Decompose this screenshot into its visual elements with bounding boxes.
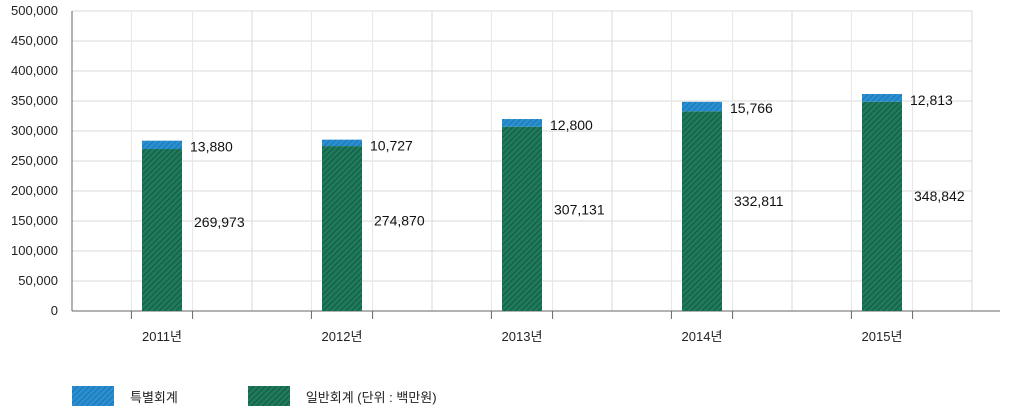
legend-label-general: 일반회계 (단위 : 백만원) [305, 389, 437, 405]
bar-special [502, 119, 542, 127]
data-labels: 13,880 269,973 10,727 274,870 12,800 307,131 1… [190, 92, 965, 230]
bar-general [142, 149, 182, 311]
y-tick-label: 250,000 [11, 153, 58, 168]
legend: 특별회계 일반회계 (단위 : 백만원) [72, 386, 507, 406]
y-tick-label: 400,000 [11, 63, 58, 78]
legend-item-special: 특별회계 [72, 386, 178, 406]
legend-label-special: 특별회계 [130, 389, 178, 405]
x-tick-label: 2015년 [862, 329, 903, 344]
legend-swatch-general [247, 386, 290, 406]
data-label-special: 10,727 [370, 138, 413, 154]
data-label-special: 12,800 [550, 117, 593, 133]
data-label-special: 12,813 [910, 92, 953, 108]
y-tick-label: 500,000 [11, 3, 58, 18]
data-label-general: 274,870 [374, 212, 425, 228]
data-label-special: 13,880 [190, 139, 233, 155]
bar-general [322, 146, 362, 311]
y-tick-label: 350,000 [11, 93, 58, 108]
x-tick-label: 2012년 [322, 329, 363, 344]
y-tick-label: 100,000 [11, 243, 58, 258]
y-tick-label: 150,000 [11, 213, 58, 228]
bar-special [862, 94, 902, 102]
y-tick-label: 200,000 [11, 183, 58, 198]
bar-general [682, 111, 722, 311]
y-tick-label: 50,000 [18, 273, 58, 288]
x-tick-label: 2013년 [502, 329, 543, 344]
x-tick-label: 2014년 [682, 329, 723, 344]
bar-general [502, 126, 542, 311]
bar-special [322, 139, 362, 147]
y-tick-label: 0 [51, 303, 58, 318]
y-tick-label: 450,000 [11, 33, 58, 48]
legend-item-general: 일반회계 (단위 : 백만원) [247, 386, 437, 406]
bar-special [682, 101, 722, 112]
data-label-general: 269,973 [194, 214, 245, 230]
x-tick-label: 2011년 [142, 329, 182, 344]
bar-general [862, 101, 902, 312]
y-tick-label: 300,000 [11, 123, 58, 138]
legend-swatch-special [72, 386, 114, 406]
bar-special [142, 140, 182, 150]
data-label-general: 307,131 [554, 202, 605, 218]
data-label-special: 15,766 [730, 100, 773, 116]
data-label-general: 332,811 [734, 193, 784, 209]
bars [142, 94, 902, 312]
data-label-general: 348,842 [914, 188, 965, 204]
axes: 0 50,000 100,000 150,000 200,000 250,000 300,0… [11, 3, 1000, 344]
